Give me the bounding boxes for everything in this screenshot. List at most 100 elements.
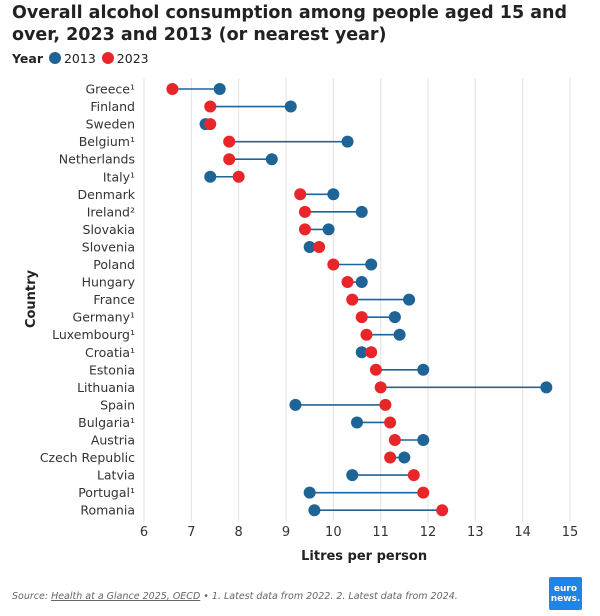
x-tick-label-13: 13 xyxy=(467,525,484,540)
y-tick-label-poland: Poland xyxy=(93,257,135,272)
legend-title: Year xyxy=(12,50,43,66)
point-2013-france xyxy=(403,293,416,306)
legend-item-2013[interactable]: 2013 xyxy=(48,50,96,66)
point-2013-austria xyxy=(417,434,430,446)
point-2013-latvia xyxy=(346,469,359,482)
point-2023-denmark xyxy=(294,188,307,201)
point-2023-slovakia xyxy=(298,223,311,236)
point-2013-poland xyxy=(365,258,378,271)
point-2023-czech-republic xyxy=(384,451,397,464)
point-2013-romania xyxy=(308,504,321,517)
point-2023-ireland xyxy=(298,205,311,218)
point-2023-croatia xyxy=(365,346,378,359)
point-2023-romania xyxy=(436,504,449,517)
y-tick-label-greece: Greece¹ xyxy=(85,82,135,97)
point-2023-slovenia xyxy=(313,240,326,253)
source-notes: • 1. Latest data from 2022. 2. Latest da… xyxy=(200,591,458,602)
y-tick-label-ireland: Ireland² xyxy=(87,204,135,219)
y-tick-label-latvia: Latvia xyxy=(97,468,135,483)
point-2023-sweden xyxy=(204,118,217,131)
y-tick-label-slovenia: Slovenia xyxy=(82,239,135,254)
point-2023-france xyxy=(346,293,359,306)
y-tick-label-slovakia: Slovakia xyxy=(83,222,135,237)
point-2023-germany xyxy=(355,311,368,324)
y-tick-label-bulgaria: Bulgaria¹ xyxy=(78,415,135,430)
point-2023-greece xyxy=(166,83,179,95)
point-2013-denmark xyxy=(327,188,340,201)
point-2023-estonia xyxy=(369,363,382,376)
y-tick-label-belgium: Belgium¹ xyxy=(79,134,135,149)
source-prefix: Source: xyxy=(12,591,52,602)
y-tick-label-estonia: Estonia xyxy=(89,362,135,377)
point-2023-lithuania xyxy=(374,381,387,394)
point-2013-bulgaria xyxy=(351,416,363,429)
y-tick-label-germany: Germany¹ xyxy=(73,310,135,325)
y-tick-label-italy: Italy¹ xyxy=(103,169,135,184)
y-tick-label-sweden: Sweden xyxy=(86,117,135,132)
y-tick-label-denmark: Denmark xyxy=(78,187,136,202)
x-tick-label-11: 11 xyxy=(372,525,389,540)
point-2023-netherlands xyxy=(223,153,236,166)
point-2013-estonia xyxy=(417,363,430,376)
legend-label-2013: 2013 xyxy=(63,50,96,66)
point-2013-slovakia xyxy=(322,223,335,236)
legend-swatch-2013 xyxy=(48,52,61,64)
y-tick-label-netherlands: Netherlands xyxy=(59,152,135,167)
point-2023-finland xyxy=(204,100,217,113)
legend: Year 2013 2023 xyxy=(12,49,155,67)
logo-line-2: news. xyxy=(550,593,581,604)
y-axis-label: Country xyxy=(24,269,39,328)
point-2013-hungary xyxy=(355,276,368,289)
y-tick-label-lithuania: Lithuania xyxy=(77,380,135,395)
dumbbell-chart: 6 7 8 9 10 11 12 13 14 15 Litres per person Country… xyxy=(24,78,579,564)
point-2013-finland xyxy=(284,100,297,113)
point-2023-hungary xyxy=(341,276,354,289)
point-2013-croatia xyxy=(355,346,368,359)
point-2013-germany xyxy=(388,311,401,324)
y-tick-label-portugal: Portugal¹ xyxy=(78,485,135,500)
y-tick-label-romania: Romania xyxy=(80,503,135,518)
x-tick-label-10: 10 xyxy=(325,525,342,540)
point-2013-portugal xyxy=(303,486,316,499)
point-2023-spain xyxy=(379,398,392,411)
point-2013-greece xyxy=(213,83,226,95)
y-tick-label-spain: Spain xyxy=(100,397,135,412)
point-2013-ireland xyxy=(355,205,368,218)
point-2023-luxembourg xyxy=(360,328,373,341)
source-note: Source: Health at a Glance 2025, OECD • … xyxy=(12,591,532,602)
point-2013-luxembourg xyxy=(393,328,406,341)
y-tick-label-czech-republic: Czech Republic xyxy=(40,450,135,465)
point-2023-italy xyxy=(232,170,245,183)
legend-swatch-2023 xyxy=(101,52,114,64)
x-tick-label-8: 8 xyxy=(235,525,243,540)
y-tick-label-austria: Austria xyxy=(91,433,135,448)
legend-label-2023: 2023 xyxy=(116,50,149,66)
point-2023-belgium xyxy=(223,135,236,148)
chart-title: Overall alcohol consumption among people… xyxy=(12,3,568,45)
point-2023-poland xyxy=(327,258,340,271)
x-axis-label: Litres per person xyxy=(301,549,427,564)
x-tick-label-12: 12 xyxy=(420,525,437,540)
y-tick-label-france: France xyxy=(93,292,135,307)
legend-item-2023[interactable]: 2023 xyxy=(101,50,149,66)
point-2013-slovenia xyxy=(303,240,316,253)
y-tick-label-luxembourg: Luxembourg¹ xyxy=(52,327,135,342)
point-2013-belgium xyxy=(341,135,354,148)
y-tick-label-hungary: Hungary xyxy=(82,275,136,290)
x-tick-label-9: 9 xyxy=(282,525,290,540)
source-link[interactable]: Health at a Glance 2025, OECD xyxy=(51,591,201,602)
y-tick-label-croatia: Croatia¹ xyxy=(85,345,135,360)
x-tick-label-14: 14 xyxy=(514,525,531,540)
point-2023-latvia xyxy=(407,469,420,482)
y-tick-label-finland: Finland xyxy=(90,99,135,114)
point-2023-bulgaria xyxy=(384,416,397,429)
point-2013-spain xyxy=(289,398,302,411)
x-tick-label-6: 6 xyxy=(140,525,148,540)
point-2013-netherlands xyxy=(265,153,278,166)
point-2023-austria xyxy=(388,434,401,446)
euronews-logo[interactable]: euro news. xyxy=(549,577,582,610)
x-tick-label-15: 15 xyxy=(562,525,579,540)
point-2013-italy xyxy=(204,170,217,183)
logo-line-1: euro xyxy=(553,583,578,594)
x-tick-label-7: 7 xyxy=(187,525,195,540)
